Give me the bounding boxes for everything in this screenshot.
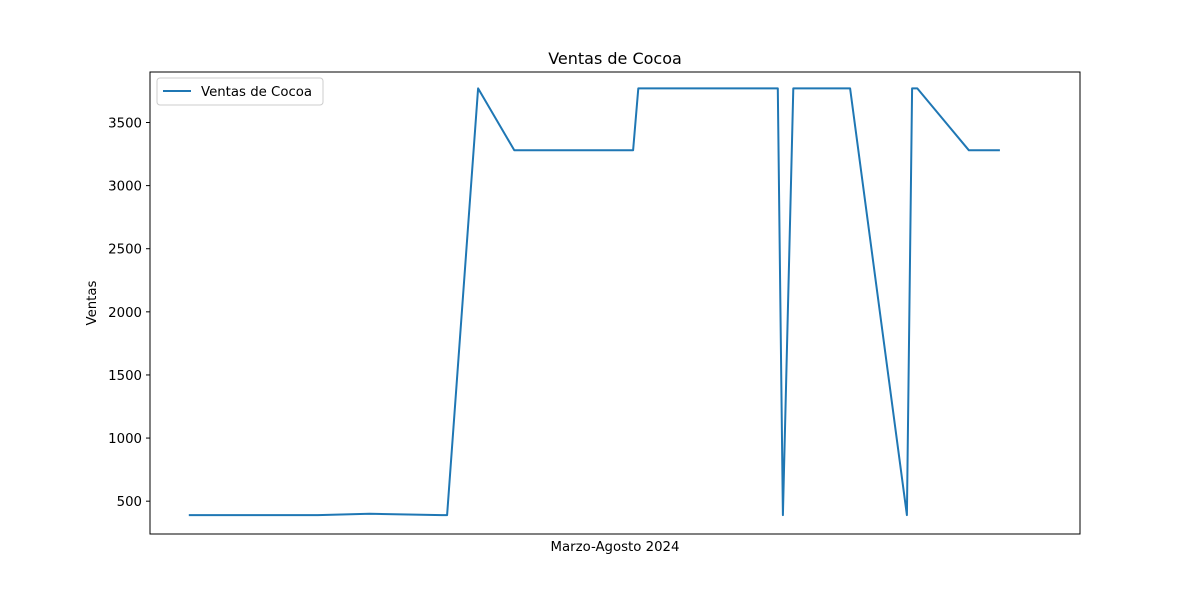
y-tick-label: 2500 (108, 243, 142, 258)
y-tick-label: 3000 (108, 180, 142, 195)
series-line-0 (188, 87, 1000, 517)
y-tick-label: 3500 (108, 116, 142, 131)
legend-box (156, 77, 324, 106)
x-axis-label: Marzo-Agosto 2024 (551, 540, 680, 555)
legend: Ventas de Cocoa (156, 77, 324, 106)
y-tick-label: 500 (117, 495, 142, 510)
series-layer (188, 87, 1000, 517)
y-axis-ticks: 500 1000 1500 2000 2500 3000 3500 (108, 116, 150, 510)
chart-title: Ventas de Cocoa (548, 49, 682, 68)
plot-area-frame (149, 71, 1081, 535)
y-tick-label: 1000 (108, 432, 142, 447)
y-tick-label: 2000 (108, 306, 142, 321)
y-axis-label: Ventas (85, 280, 100, 325)
legend-label: Ventas de Cocoa (201, 85, 312, 100)
y-tick-label: 1500 (108, 369, 142, 384)
